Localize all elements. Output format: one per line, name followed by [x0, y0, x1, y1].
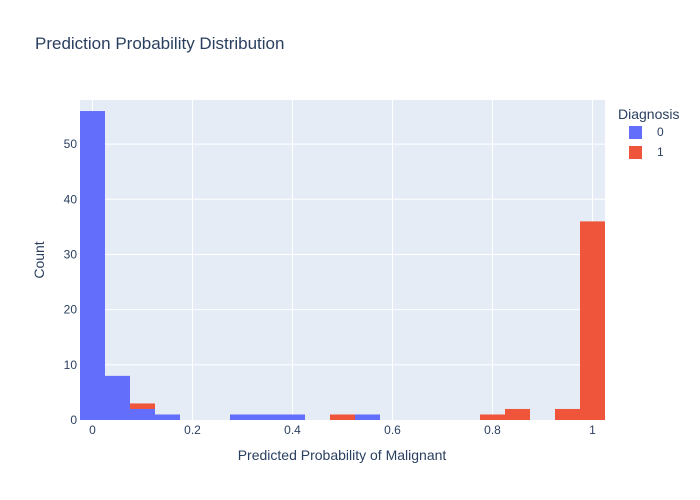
y-tick-label: 20	[64, 303, 78, 317]
bar-series-1[interactable]	[330, 414, 355, 420]
y-tick-label: 10	[64, 358, 78, 372]
legend-item-1[interactable]: 1	[629, 144, 664, 160]
x-axis-label: Predicted Probability of Malignant	[238, 447, 447, 463]
legend-item-0[interactable]: 0	[629, 124, 664, 140]
bar-series-0[interactable]	[155, 414, 180, 420]
bar-series-1[interactable]	[580, 221, 605, 420]
bar-series-0[interactable]	[80, 111, 105, 420]
bar-series-1[interactable]	[555, 408, 580, 420]
y-tick-label: 0	[70, 413, 77, 427]
bar-series-0[interactable]	[230, 414, 255, 420]
x-tick-label: 0.2	[184, 423, 201, 437]
plot-background	[80, 100, 605, 420]
bar-series-0[interactable]	[105, 375, 130, 420]
y-tick-label: 50	[64, 137, 78, 151]
x-tick-label: 0.4	[284, 423, 301, 437]
y-axis-ticks: 0 10 20 30 40 50	[64, 137, 78, 427]
x-tick-label: 0	[89, 423, 96, 437]
y-axis-label: Count	[31, 241, 47, 278]
bar-series-0[interactable]	[355, 414, 380, 420]
x-tick-label: 0.8	[484, 423, 501, 437]
bar-series-1[interactable]	[505, 408, 530, 420]
x-tick-label: 1	[589, 423, 596, 437]
bar-series-0[interactable]	[280, 414, 305, 420]
bar-series-0[interactable]	[255, 414, 280, 420]
legend-label-0: 0	[657, 125, 664, 139]
bar-series-1[interactable]	[480, 414, 505, 420]
y-tick-label: 30	[64, 247, 78, 261]
x-tick-label: 0.6	[384, 423, 401, 437]
chart-title: Prediction Probability Distribution	[35, 34, 285, 53]
bars	[80, 111, 605, 420]
legend-label-1: 1	[657, 145, 664, 159]
legend-title: Diagnosis	[618, 106, 680, 122]
y-tick-label: 40	[64, 192, 78, 206]
legend-swatch-0	[629, 125, 642, 139]
bar-series-0[interactable]	[130, 408, 155, 420]
x-axis-ticks: 0 0.2 0.4 0.6 0.8 1	[89, 423, 596, 437]
legend-swatch-1	[629, 145, 642, 159]
